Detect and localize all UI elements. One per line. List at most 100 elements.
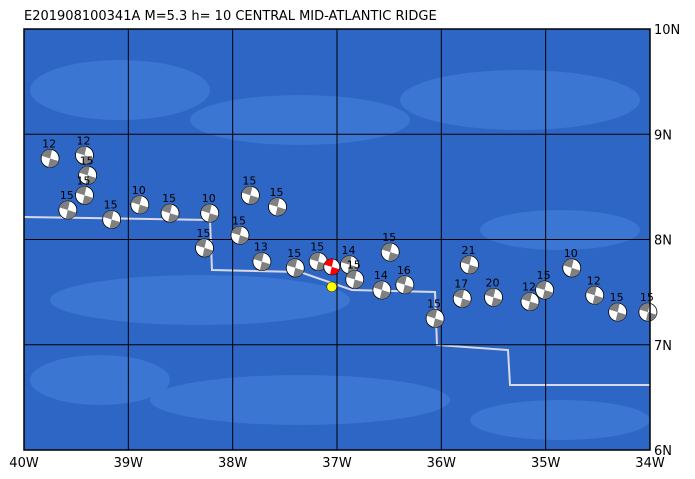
compression-quadrant: [268, 197, 280, 207]
depth-label: 12: [522, 281, 536, 294]
compression-quadrant: [381, 243, 393, 253]
compression-quadrant: [241, 186, 253, 196]
compression-quadrant: [615, 312, 627, 322]
compression-quadrant: [231, 226, 243, 236]
compression-quadrant: [248, 195, 260, 205]
compression-quadrant: [237, 235, 249, 245]
compression-quadrant: [586, 286, 597, 296]
compression-quadrant: [542, 290, 554, 300]
x-tick-label: 34W: [635, 456, 665, 471]
depth-label: 15: [310, 241, 324, 254]
compression-quadrant: [484, 288, 496, 298]
depth-label: 15: [162, 192, 176, 205]
depth-label: 12: [77, 134, 91, 147]
depth-label: 15: [77, 174, 91, 187]
compression-quadrant: [402, 284, 414, 294]
compression-quadrant: [75, 186, 87, 196]
depth-label: 12: [42, 137, 56, 150]
depth-label: 12: [587, 274, 601, 287]
depth-label: 15: [104, 199, 118, 212]
y-tick-label: 10N: [654, 23, 680, 38]
compression-quadrant: [426, 309, 438, 319]
x-tick-label: 39W: [114, 456, 144, 471]
y-tick-label: 7N: [654, 339, 672, 354]
compression-quadrant: [324, 258, 334, 267]
depth-label: 15: [80, 154, 94, 167]
compression-quadrant: [286, 258, 298, 268]
compression-quadrant: [645, 312, 657, 322]
compression-quadrant: [453, 289, 465, 299]
compression-quadrant: [65, 210, 77, 220]
depth-label: 15: [347, 258, 361, 271]
y-tick-label: 8N: [654, 234, 672, 249]
compression-quadrant: [433, 318, 444, 328]
depth-label: 15: [382, 231, 396, 244]
depth-label: 21: [462, 244, 476, 257]
compression-quadrant: [396, 275, 407, 285]
x-tick-label: 38W: [218, 456, 248, 471]
compression-quadrant: [521, 292, 533, 302]
compression-quadrant: [569, 267, 581, 277]
compression-quadrant: [131, 195, 142, 205]
compression-quadrant: [293, 267, 304, 277]
compression-quadrant: [85, 175, 97, 185]
compression-quadrant: [207, 213, 219, 223]
y-tick-label: 9N: [654, 128, 672, 143]
depth-label: 16: [397, 264, 411, 277]
compression-quadrant: [527, 301, 539, 311]
x-tick-label: 35W: [531, 456, 561, 471]
depth-label: 20: [486, 276, 500, 289]
compression-quadrant: [109, 219, 121, 229]
compression-quadrant: [82, 195, 94, 205]
compression-quadrant: [639, 303, 650, 313]
compression-quadrant: [48, 158, 59, 168]
compression-quadrant: [82, 155, 94, 165]
compression-quadrant: [75, 146, 87, 156]
compression-quadrant: [536, 281, 547, 291]
compression-quadrant: [340, 255, 352, 265]
compression-quadrant: [275, 206, 287, 216]
depth-label: 15: [427, 297, 441, 310]
compression-quadrant: [137, 204, 149, 214]
compression-quadrant: [467, 264, 479, 274]
epicenter: [326, 281, 338, 293]
depth-label: 15: [232, 214, 246, 227]
x-tick-label: 40W: [9, 456, 39, 471]
compression-quadrant: [379, 290, 391, 300]
depth-label: 15: [610, 291, 624, 304]
depth-label: 13: [254, 241, 268, 254]
depth-label: 10: [202, 192, 216, 205]
depth-label: 14: [374, 269, 388, 282]
depth-label: 17: [454, 277, 468, 290]
depth-label: 15: [270, 186, 284, 199]
compression-quadrant: [168, 213, 179, 223]
compression-quadrant: [195, 238, 207, 248]
depth-label: 15: [60, 189, 74, 202]
compression-quadrant: [373, 281, 384, 291]
compression-quadrant: [259, 261, 271, 271]
depth-label: 10: [132, 184, 146, 197]
compression-quadrant: [460, 255, 472, 265]
compression-quadrant: [201, 204, 212, 214]
compression-quadrant: [460, 298, 471, 308]
x-tick-label: 36W: [427, 456, 457, 471]
depth-label: 15: [242, 174, 256, 187]
compression-quadrant: [346, 270, 357, 280]
depth-label: 14: [342, 244, 356, 257]
compression-quadrant: [329, 266, 340, 275]
compression-quadrant: [79, 166, 90, 176]
depth-label: 15: [640, 291, 654, 304]
compression-quadrant: [592, 295, 604, 305]
compression-quadrant: [202, 247, 214, 257]
y-tick-label: 6N: [654, 444, 672, 459]
depth-label: 10: [564, 247, 578, 260]
compression-quadrant: [309, 252, 321, 262]
compression-quadrant: [563, 258, 574, 268]
compression-quadrant: [388, 252, 399, 262]
compression-quadrant: [253, 252, 264, 262]
compression-quadrant: [352, 279, 364, 289]
compression-quadrant: [161, 204, 173, 214]
compression-quadrant: [609, 303, 620, 313]
